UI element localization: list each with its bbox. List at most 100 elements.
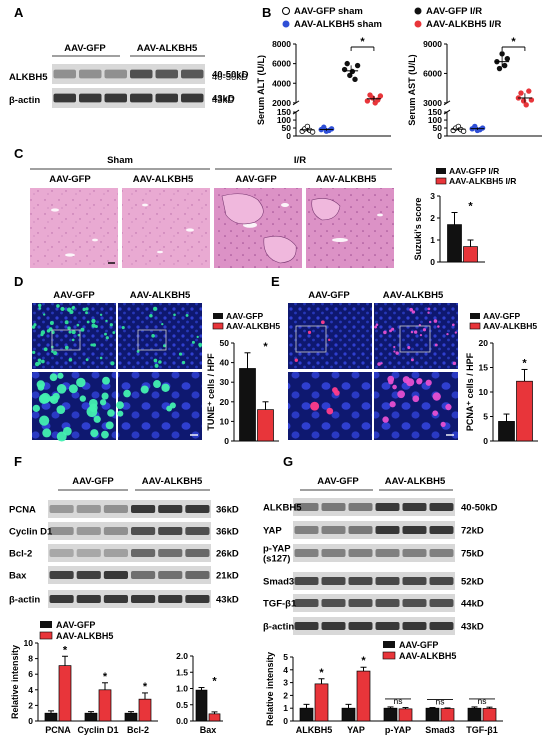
col-label-e2: AAV-ALKBH5	[383, 290, 444, 301]
blot-band	[76, 505, 101, 513]
zoom-box-alkbh5	[137, 329, 167, 351]
y-tick-label: 30	[220, 377, 230, 387]
blot-band	[49, 505, 74, 513]
col-label-c3: AAV-GFP	[235, 174, 277, 185]
blot-band	[158, 549, 183, 557]
positive-nucleus	[154, 363, 159, 368]
blot-band	[429, 622, 454, 630]
y-tick-label: 2	[283, 690, 288, 700]
significance-star: *	[103, 671, 108, 683]
data-point	[354, 62, 361, 69]
positive-nucleus	[437, 325, 440, 328]
positive-nucleus	[136, 349, 140, 353]
legend-swatch-alkbh5-ir	[435, 177, 447, 185]
zoom-box-e-alkbh5	[399, 325, 431, 353]
y-axis-label: Relative intensity	[10, 645, 20, 719]
blot-row-label: (s127)	[263, 554, 290, 565]
positive-nucleus	[389, 329, 392, 333]
x-tick-label: TGF-β1	[466, 725, 498, 735]
legend-swatch-f-alkbh5	[39, 631, 53, 640]
positive-nucleus	[92, 343, 97, 347]
positive-nucleus	[153, 306, 158, 311]
panel-label-e: E	[271, 274, 280, 289]
pcna-image-gfp	[288, 303, 372, 369]
pcna-positive-nuclei	[294, 307, 457, 427]
positive-nucleus	[375, 323, 379, 326]
positive-nucleus	[161, 323, 164, 326]
blot-kd-label: 40-50kD	[212, 70, 249, 81]
data-point	[499, 51, 505, 57]
western-blot-g: ALKBH5 40-50kD YAP 72kD p-YAP(s127) 75kD Smad3…	[263, 498, 498, 635]
positive-nucleus	[445, 403, 452, 411]
x-tick-label: Bax	[200, 725, 217, 735]
positive-nucleus	[71, 306, 75, 310]
positive-nucleus	[57, 372, 64, 379]
y-tick-label: 6000	[272, 59, 291, 69]
blot-strip	[52, 64, 205, 84]
blot-band	[130, 93, 153, 103]
legend-swatch-e-alkbh5	[469, 322, 481, 330]
blot-band	[131, 505, 156, 513]
data-point	[502, 62, 508, 69]
blot-band	[76, 595, 101, 603]
positive-nucleus	[56, 405, 66, 414]
bar	[44, 712, 58, 722]
bar	[208, 713, 221, 722]
blot-band	[53, 93, 76, 103]
header-sham: Sham	[107, 155, 133, 166]
positive-nucleus	[320, 320, 325, 325]
y-tick-label: 50	[220, 338, 230, 348]
blot-kd-label: 52kD	[461, 577, 484, 588]
col-label-c4: AAV-ALKBH5	[316, 174, 377, 185]
positive-nucleus	[413, 330, 418, 334]
positive-nucleus	[419, 334, 423, 337]
y-axis-label: Serum ALT (U/L)	[256, 55, 266, 125]
data-point	[352, 76, 358, 83]
positive-nucleus	[82, 307, 86, 312]
positive-nucleus	[53, 351, 58, 356]
positive-nucleus	[191, 340, 195, 344]
blot-band	[402, 503, 427, 511]
blot-band	[375, 577, 400, 585]
blot-band	[76, 549, 101, 557]
y-tick-label: 3000	[423, 98, 442, 108]
positive-nucleus	[71, 330, 76, 335]
positive-nucleus	[388, 379, 394, 385]
positive-nucleus	[410, 358, 414, 362]
positive-nucleus	[383, 330, 387, 335]
blot-band	[321, 503, 346, 511]
pcna-zoom-alkbh5	[374, 372, 458, 440]
blot-band	[181, 93, 204, 103]
blot-strip	[52, 88, 205, 108]
x-tick-label: ALKBH5	[296, 725, 333, 735]
y-tick-label: 50	[282, 123, 292, 133]
positive-nucleus	[407, 346, 411, 350]
y-tick-label: 2000	[272, 98, 291, 108]
legend-e-alkbh5: AAV-ALKBH5	[483, 321, 537, 331]
positive-nucleus	[37, 384, 45, 391]
positive-nucleus	[43, 347, 48, 352]
positive-nucleus	[173, 313, 176, 317]
blot-band	[348, 503, 373, 511]
positive-nucleus	[454, 331, 457, 334]
blot-row-label: β-actin	[9, 595, 40, 606]
positive-nucleus	[402, 376, 410, 384]
blot-kd-label: 21kD	[216, 571, 239, 582]
positive-nucleus	[48, 327, 53, 332]
y-tick-label: 6000	[423, 68, 442, 78]
blot-strip	[293, 617, 455, 635]
positive-nucleus	[196, 335, 199, 339]
bar	[398, 708, 413, 722]
y-tick-label: 6	[28, 669, 33, 679]
y-tick-label: 20	[220, 397, 230, 407]
blot-band	[49, 527, 74, 535]
positive-nucleus	[158, 360, 162, 364]
chart-tunel: 0 10 20 30 40 50 TUNE⁺ cells / HPF *	[206, 338, 279, 446]
blot-kd-label: 26kD	[216, 549, 239, 560]
panel-label-f: F	[14, 454, 22, 469]
x-tick-label: PCNA	[45, 725, 71, 735]
tunel-positive-nuclei	[31, 303, 203, 442]
positive-nucleus	[107, 409, 115, 417]
positive-nucleus	[49, 320, 54, 325]
